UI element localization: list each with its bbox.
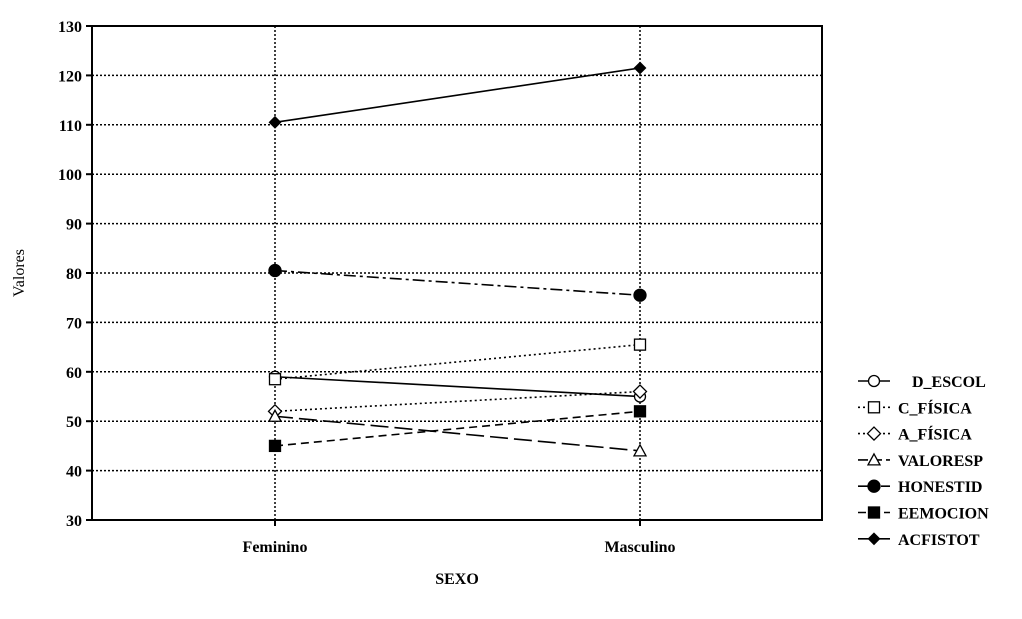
series-line-eemocion xyxy=(274,410,641,447)
y-axis-title: Valores xyxy=(11,249,28,297)
legend-label: VALORESP xyxy=(898,453,983,470)
y-tick-label: 110 xyxy=(59,118,82,135)
y-tick-label: 90 xyxy=(66,217,82,234)
legend-label: HONESTID xyxy=(898,479,982,496)
legend-marker xyxy=(867,401,881,414)
y-tick-label: 30 xyxy=(66,513,82,530)
y-tick-label: 100 xyxy=(58,167,82,184)
data-point xyxy=(632,384,648,399)
data-point xyxy=(268,439,282,453)
legend: D_ESCOL C_FÍSICA A_FÍSICA VALORESP HONESTID E… xyxy=(858,374,989,549)
legend-label: D_ESCOL xyxy=(912,374,986,391)
y-tick-label: 60 xyxy=(66,365,82,382)
data-point xyxy=(268,115,282,129)
series-markers xyxy=(267,61,648,457)
data-point xyxy=(633,288,647,302)
series-line-valoresp xyxy=(274,415,641,452)
legend-marker xyxy=(866,452,882,466)
data-point xyxy=(267,408,283,422)
data-point xyxy=(633,405,647,418)
legend-marker xyxy=(866,426,882,442)
y-axis-ticks: 30 40 50 60 70 80 90 100 110 120 130 xyxy=(58,19,92,530)
data-point xyxy=(633,338,647,351)
series-line-a-f-sica xyxy=(274,390,641,413)
series-line-d-escol xyxy=(274,375,641,398)
y-tick-label: 70 xyxy=(66,315,82,332)
gridlines xyxy=(92,26,822,520)
data-point xyxy=(633,61,647,75)
y-tick-label: 50 xyxy=(66,414,82,431)
legend-marker xyxy=(867,479,881,493)
legend-label: C_FÍSICA xyxy=(898,398,972,417)
x-axis-ticks: Feminino Masculino xyxy=(243,520,676,556)
x-tick-label: Feminino xyxy=(243,539,308,556)
legend-label: EEMOCION xyxy=(898,506,989,523)
series-line-honestid xyxy=(274,269,641,297)
legend-label: A_FÍSICA xyxy=(898,425,972,444)
legend-marker xyxy=(867,532,881,546)
legend-marker xyxy=(867,374,881,388)
series-lines xyxy=(274,67,641,452)
y-tick-label: 80 xyxy=(66,266,82,283)
legend-marker xyxy=(867,506,881,519)
legend-label: ACFISTOT xyxy=(898,532,980,549)
y-tick-label: 40 xyxy=(66,464,82,481)
data-point xyxy=(268,263,282,278)
series-line-acfistot xyxy=(274,67,641,124)
data-point xyxy=(268,373,282,386)
data-point xyxy=(632,443,648,457)
y-tick-label: 130 xyxy=(58,19,82,36)
x-tick-label: Masculino xyxy=(604,539,675,556)
y-tick-label: 120 xyxy=(58,68,82,85)
x-axis-title: SEXO xyxy=(435,571,479,588)
series-line-c-f-sica xyxy=(274,343,641,381)
